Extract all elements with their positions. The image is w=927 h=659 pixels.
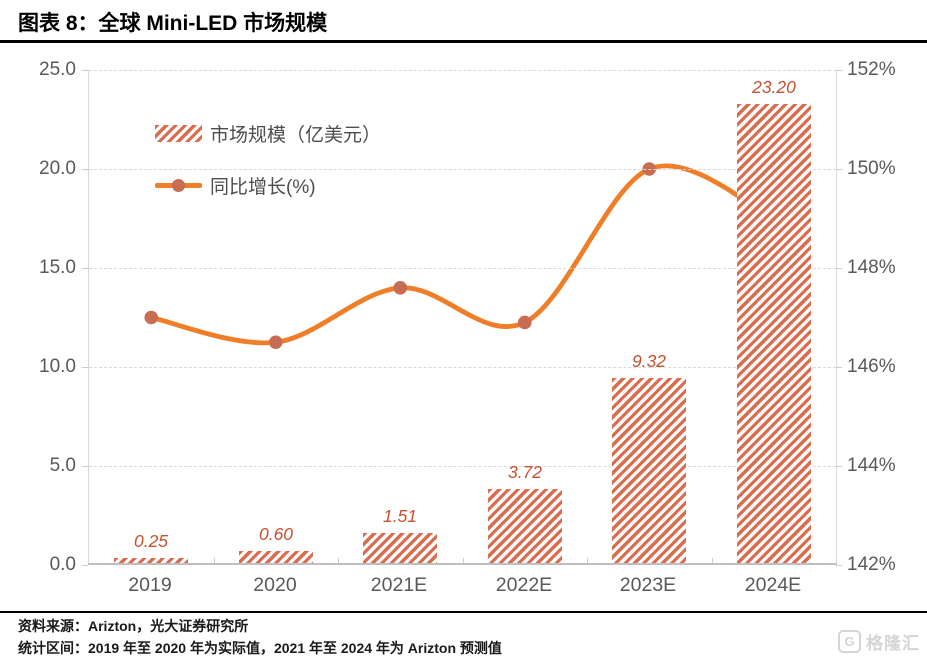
plot-area: 市场规模（亿美元） 同比增长(%) 0.25 0.60 1.51 3.72 9.32 23… <box>82 70 842 566</box>
note-text: 统计区间：2019 年至 2020 年为实际值，2021 年至 2024 年为 … <box>18 640 502 656</box>
left-axis-tick-label: 20.0 <box>39 158 76 179</box>
left-axis-tick-label: 5.0 <box>49 455 76 476</box>
x-axis-tick-label: 2022E <box>495 574 553 596</box>
legend-item-yoy-growth: 同比增长(%) <box>155 170 381 200</box>
title-divider <box>0 40 927 43</box>
gridline <box>89 466 836 467</box>
legend-label-yoy-growth: 同比增长(%) <box>210 176 316 198</box>
bar-value-label: 0.25 <box>133 531 169 551</box>
right-axis-tick-label: 146% <box>847 356 896 377</box>
x-axis-tick-label: 2024E <box>744 574 802 596</box>
left-axis-tick-label: 15.0 <box>39 257 76 278</box>
bar <box>612 378 686 563</box>
bar-value-label: 3.72 <box>507 462 543 482</box>
bar <box>239 551 313 563</box>
left-axis-tick <box>82 169 88 170</box>
line-marker-icon <box>172 178 185 192</box>
left-axis-tick <box>82 367 88 368</box>
right-axis-tick <box>836 268 842 269</box>
x-axis-tick <box>587 558 588 563</box>
right-axis-tick <box>836 70 842 71</box>
legend: 市场规模（亿美元） 同比增长(%) <box>155 118 381 200</box>
x-axis-tick-label: 2023E <box>619 574 677 596</box>
bar-hatch-swatch-icon <box>155 124 202 142</box>
right-axis-tick-label: 150% <box>847 158 896 179</box>
bar <box>363 533 437 563</box>
left-axis-tick-label: 0.0 <box>49 554 76 575</box>
footer-divider <box>0 611 927 613</box>
bar-value-label: 23.20 <box>752 77 796 97</box>
data-point-marker <box>517 315 532 330</box>
x-axis-tick <box>338 558 339 563</box>
x-axis-tick <box>463 558 464 563</box>
right-axis-tick-label: 152% <box>847 59 896 80</box>
data-point-marker <box>268 335 283 350</box>
left-axis-tick <box>82 565 88 566</box>
left-axis-tick-label: 10.0 <box>39 356 76 377</box>
left-axis-tick <box>82 268 88 269</box>
bar-value-label: 0.60 <box>258 524 294 544</box>
bar <box>488 489 562 563</box>
right-axis-tick <box>836 367 842 368</box>
right-axis-tick <box>836 169 842 170</box>
right-axis-tick <box>836 565 842 566</box>
right-axis-tick <box>836 466 842 467</box>
bar <box>114 558 188 563</box>
right-axis-tick-label: 148% <box>847 257 896 278</box>
gridline <box>89 367 836 368</box>
gridline <box>89 70 836 71</box>
gelonghui-logo-text: 格隆汇 <box>866 634 920 653</box>
x-axis-tick <box>214 558 215 563</box>
x-axis-tick-label: 2021E <box>370 574 428 596</box>
gelonghui-logo: G 格隆汇 <box>838 629 920 654</box>
bar-value-label: 9.32 <box>631 351 667 371</box>
right-axis-tick-label: 142% <box>847 554 896 575</box>
left-axis-tick <box>82 70 88 71</box>
source-text: 资料来源：Arizton，光大证券研究所 <box>18 618 249 634</box>
bar-value-label: 1.51 <box>382 506 418 526</box>
right-axis-tick-label: 144% <box>847 455 896 476</box>
left-axis-tick-label: 25.0 <box>39 59 76 80</box>
x-axis-tick-label: 2019 <box>128 574 172 596</box>
bar <box>737 104 811 563</box>
gridline <box>89 169 836 170</box>
gelonghui-logo-icon: G <box>838 630 861 653</box>
left-axis-tick <box>82 466 88 467</box>
x-axis-tick <box>712 558 713 563</box>
legend-label-market-size: 市场规模（亿美元） <box>210 124 382 146</box>
data-point-marker <box>144 310 159 325</box>
line-swatch-icon <box>155 178 202 192</box>
gridline <box>89 268 836 269</box>
x-axis-tick-label: 2020 <box>253 574 297 596</box>
x-axis-line <box>88 563 837 565</box>
legend-item-market-size: 市场规模（亿美元） <box>155 118 381 148</box>
page-title: 图表 8：全球 Mini-LED 市场规模 <box>18 12 328 35</box>
data-point-marker <box>393 281 408 295</box>
